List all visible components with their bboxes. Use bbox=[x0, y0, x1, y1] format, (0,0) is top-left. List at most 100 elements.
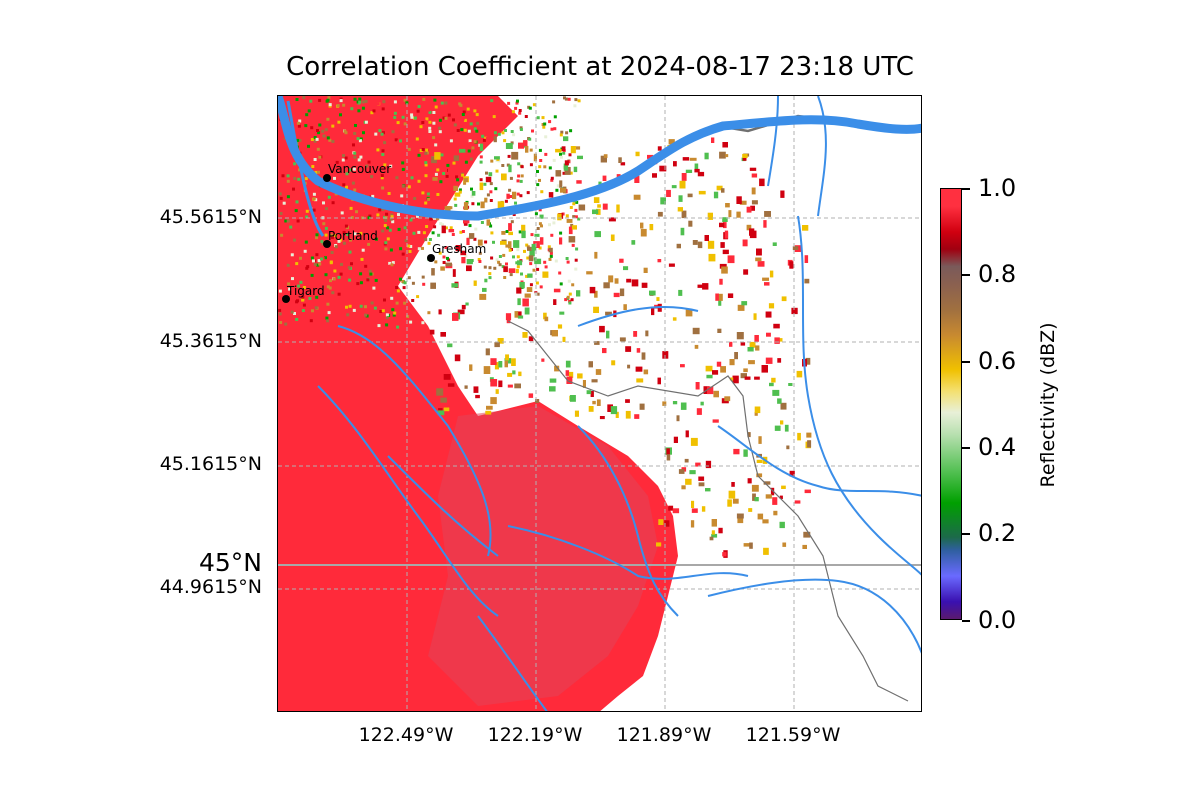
echo-speck bbox=[407, 185, 411, 189]
echo-cell bbox=[475, 394, 480, 399]
echo-speck bbox=[555, 188, 559, 192]
echo-speck bbox=[455, 175, 459, 179]
echo-speck bbox=[286, 179, 290, 183]
echo-speck bbox=[380, 176, 384, 180]
echo-cell bbox=[452, 269, 456, 277]
echo-cell bbox=[685, 430, 689, 438]
echo-speck bbox=[313, 139, 317, 143]
echo-speck bbox=[401, 115, 405, 119]
echo-speck bbox=[322, 222, 326, 226]
echo-cell bbox=[576, 180, 582, 184]
echo-speck bbox=[507, 154, 511, 158]
echo-speck bbox=[548, 223, 551, 227]
echo-cell bbox=[705, 488, 711, 492]
echo-speck bbox=[320, 257, 323, 261]
echo-speck bbox=[492, 115, 496, 119]
echo-cell bbox=[589, 286, 596, 294]
echo-speck bbox=[413, 116, 417, 120]
echo-speck bbox=[558, 271, 562, 275]
echo-speck bbox=[490, 159, 494, 163]
echo-speck bbox=[508, 248, 512, 252]
echo-speck bbox=[293, 176, 297, 180]
echo-cell bbox=[721, 188, 725, 193]
echo-speck bbox=[324, 233, 328, 237]
echo-cell bbox=[647, 154, 654, 159]
echo-cell bbox=[706, 374, 713, 379]
echo-speck bbox=[385, 212, 389, 216]
echo-cell bbox=[752, 493, 756, 501]
echo-speck bbox=[331, 291, 335, 295]
echo-speck bbox=[427, 197, 431, 201]
echo-cell bbox=[501, 231, 506, 235]
echo-speck bbox=[315, 295, 319, 299]
echo-cell bbox=[524, 293, 531, 298]
echo-speck bbox=[370, 301, 374, 305]
echo-cell bbox=[466, 265, 472, 272]
echo-cell bbox=[451, 283, 458, 288]
echo-cell bbox=[779, 521, 785, 529]
echo-speck bbox=[476, 121, 480, 125]
echo-speck bbox=[349, 238, 352, 242]
echo-cell bbox=[641, 352, 646, 360]
echo-speck bbox=[423, 119, 427, 123]
echo-speck bbox=[468, 224, 472, 228]
echo-speck bbox=[442, 172, 446, 175]
echo-cell bbox=[701, 506, 706, 512]
echo-cell bbox=[802, 225, 809, 231]
echo-speck bbox=[293, 238, 296, 242]
echo-cell bbox=[504, 360, 508, 368]
echo-speck bbox=[528, 137, 532, 141]
echo-speck bbox=[304, 177, 308, 181]
echo-speck bbox=[432, 121, 436, 125]
scattered-echo-cells bbox=[429, 136, 812, 558]
echo-speck bbox=[409, 218, 413, 222]
echo-speck bbox=[350, 262, 353, 266]
echo-speck bbox=[504, 199, 508, 203]
echo-speck bbox=[553, 217, 556, 221]
echo-cell bbox=[751, 200, 758, 205]
echo-speck bbox=[362, 131, 365, 135]
echo-speck bbox=[342, 241, 346, 245]
echo-cell bbox=[722, 217, 728, 222]
echo-speck bbox=[489, 199, 493, 202]
echo-speck bbox=[451, 233, 455, 236]
echo-speck bbox=[327, 311, 331, 315]
echo-speck bbox=[297, 316, 301, 320]
echo-speck bbox=[363, 211, 367, 215]
echo-speck bbox=[541, 123, 545, 126]
echo-cell bbox=[724, 230, 729, 239]
echo-speck bbox=[516, 192, 520, 196]
colorbar-tick bbox=[962, 620, 970, 622]
echo-cell bbox=[713, 191, 719, 199]
echo-speck bbox=[550, 178, 554, 182]
echo-cell bbox=[742, 239, 748, 247]
echo-speck bbox=[303, 249, 307, 253]
echo-speck bbox=[358, 139, 362, 143]
echo-speck bbox=[484, 240, 488, 244]
colorbar-tick bbox=[962, 361, 970, 363]
echo-cell bbox=[658, 519, 664, 525]
echo-cell bbox=[759, 178, 765, 187]
echo-speck bbox=[408, 250, 412, 253]
echo-cell bbox=[764, 211, 771, 217]
radar-map[interactable] bbox=[277, 95, 922, 712]
echo-speck bbox=[552, 221, 556, 225]
echo-cell bbox=[559, 237, 563, 245]
echo-speck bbox=[324, 256, 327, 260]
echo-speck bbox=[461, 117, 465, 121]
echo-cell bbox=[555, 148, 562, 153]
echo-cell bbox=[521, 230, 526, 239]
echo-cell bbox=[751, 173, 758, 178]
echo-cell bbox=[690, 437, 698, 446]
echo-cell bbox=[636, 378, 644, 383]
echo-speck bbox=[392, 313, 396, 317]
echo-speck bbox=[477, 258, 481, 261]
echo-speck bbox=[397, 140, 400, 144]
echo-cell bbox=[749, 341, 756, 348]
echo-cell bbox=[631, 279, 639, 287]
echo-speck bbox=[488, 266, 492, 270]
echo-cell bbox=[548, 192, 554, 198]
echo-cell bbox=[606, 330, 610, 339]
echo-cell bbox=[454, 192, 461, 197]
echo-speck bbox=[290, 310, 294, 314]
